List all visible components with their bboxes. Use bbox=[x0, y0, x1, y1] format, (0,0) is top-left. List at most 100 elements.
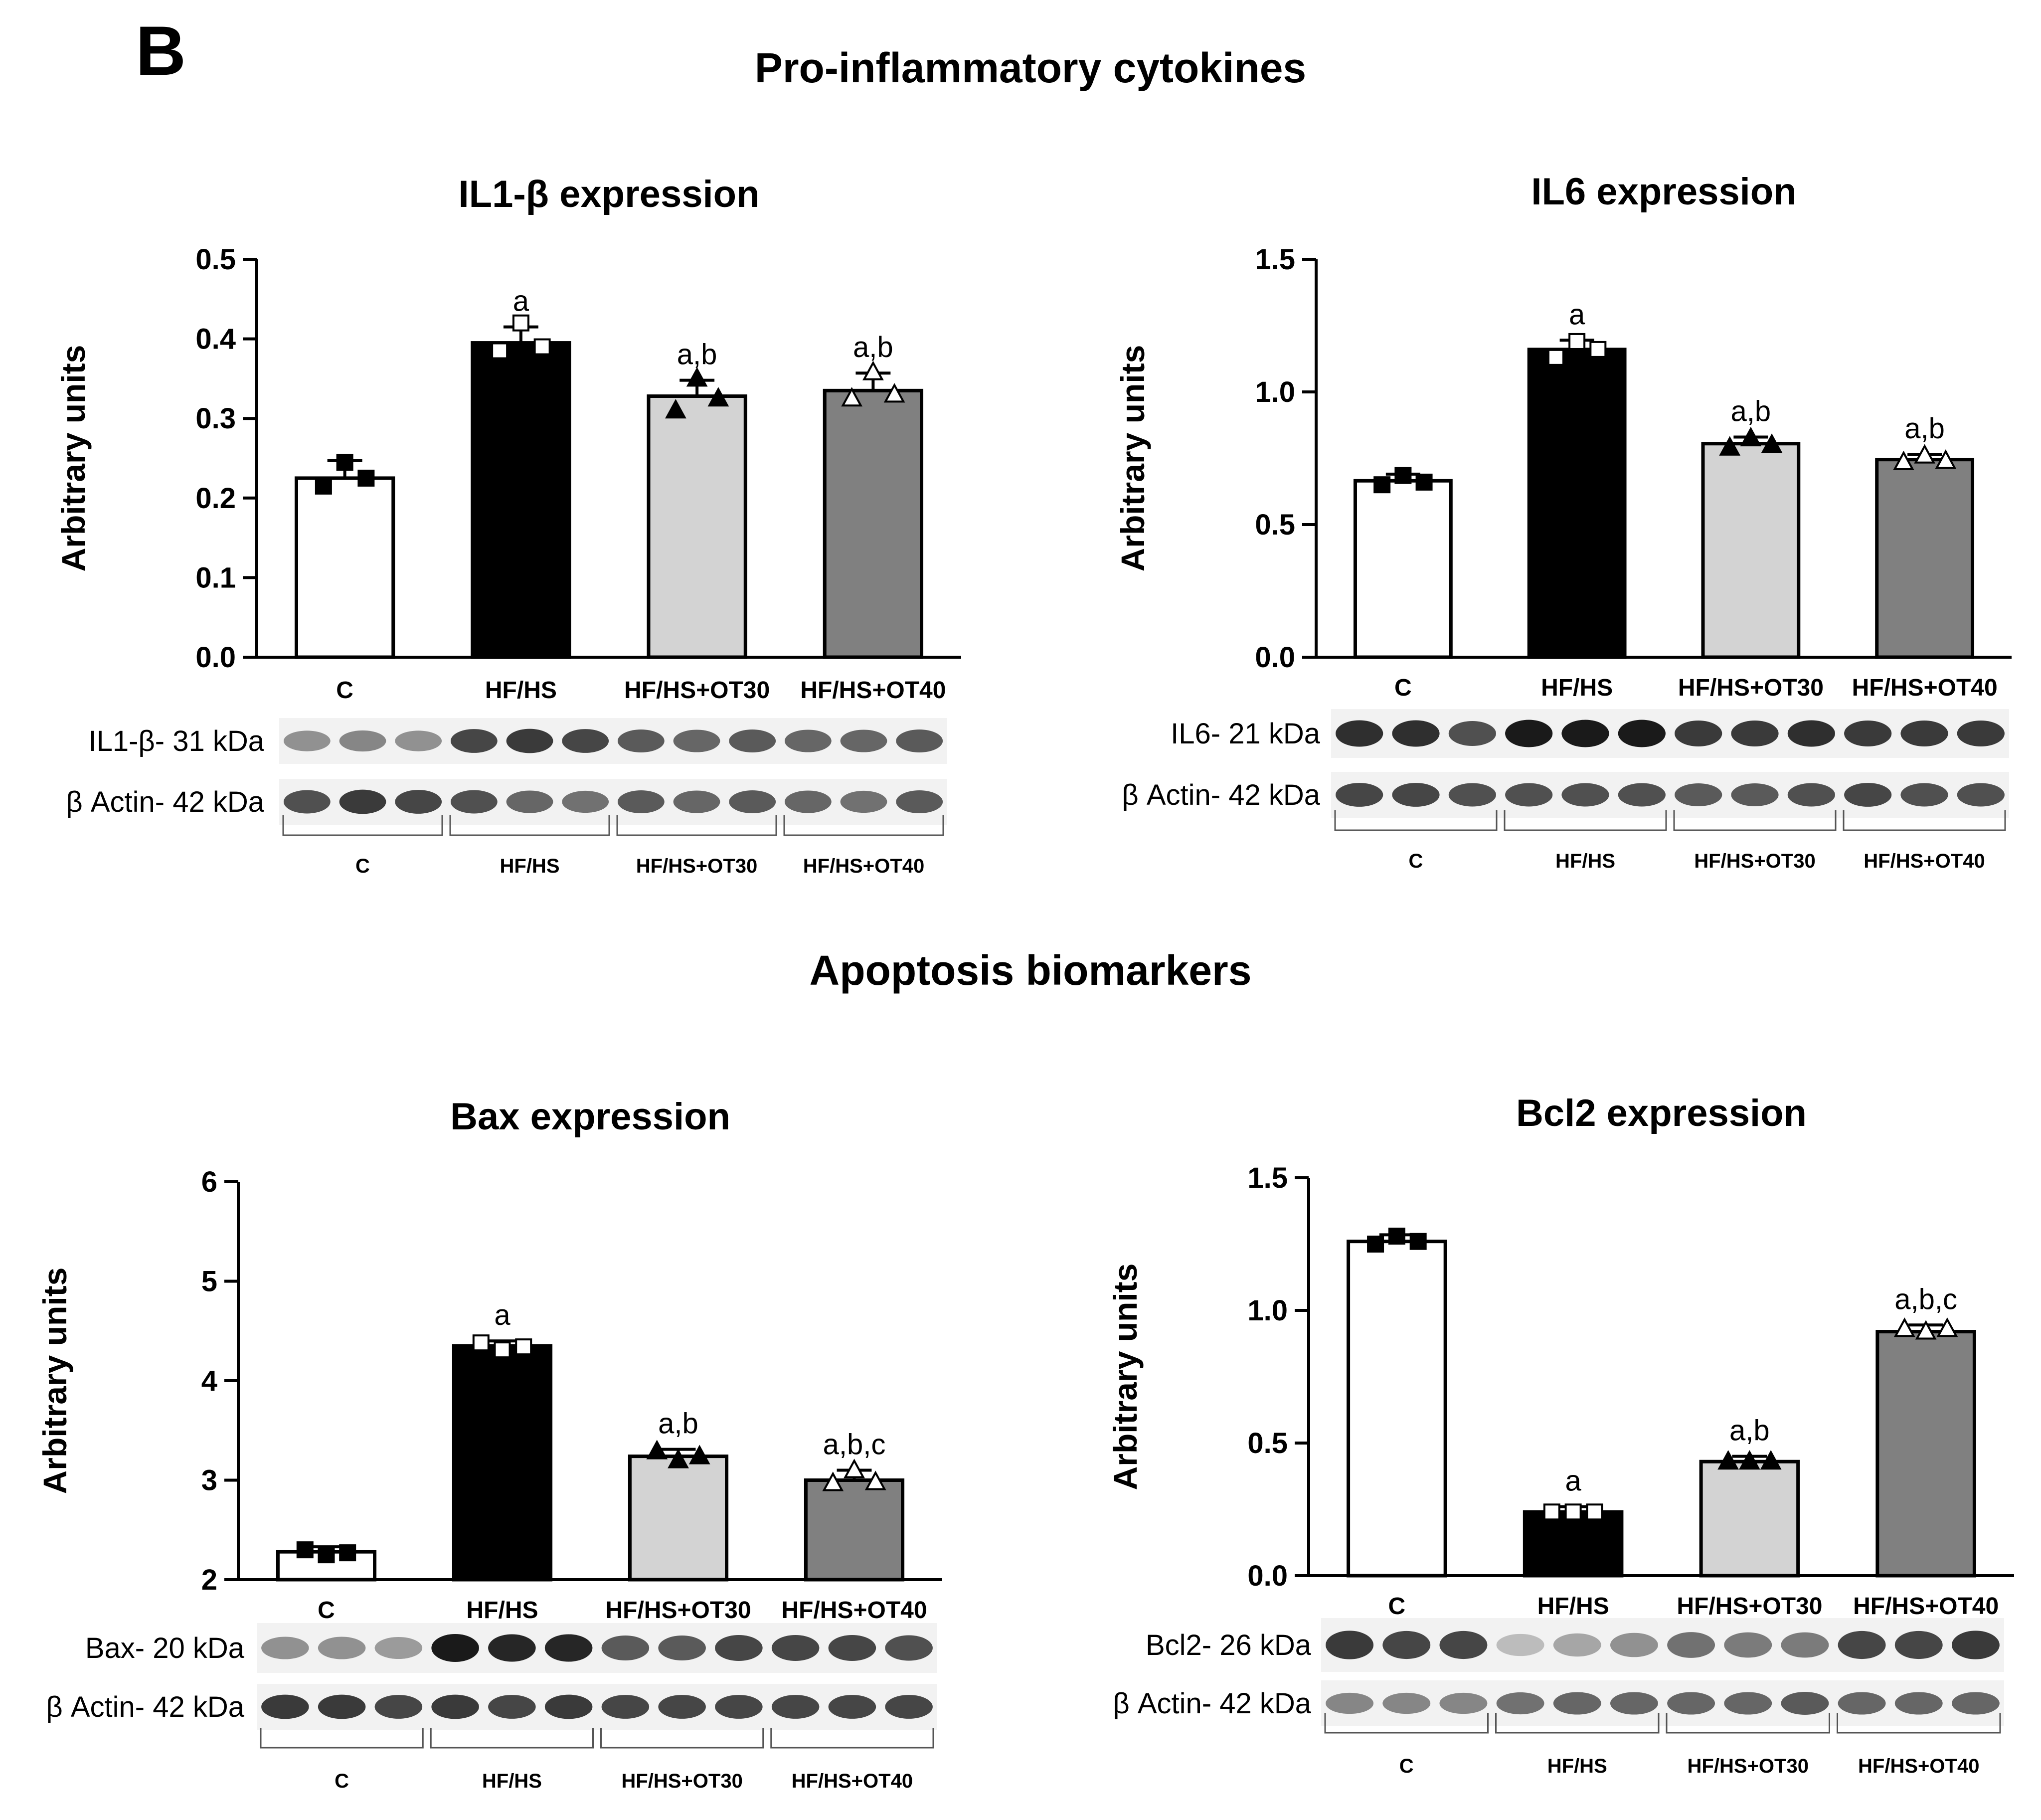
significance-label: a,b,c bbox=[1894, 1283, 1957, 1315]
blot-band bbox=[771, 1635, 820, 1661]
data-point bbox=[491, 342, 509, 360]
blot-band bbox=[1957, 783, 2005, 807]
y-tick-label: 0.0 bbox=[1255, 641, 1295, 674]
x-tick-label: HF/HS+OT30 bbox=[605, 1597, 751, 1624]
lane-bracket bbox=[1504, 810, 1667, 831]
blot-band bbox=[318, 1637, 366, 1659]
blot-band bbox=[339, 789, 386, 814]
blot-band bbox=[771, 1695, 820, 1719]
chart-title: IL1-β expression bbox=[459, 173, 760, 215]
blot-band bbox=[1610, 1692, 1658, 1715]
blot-band bbox=[1561, 783, 1609, 807]
blot-band bbox=[431, 1694, 479, 1719]
blot-band bbox=[1781, 1632, 1829, 1658]
blot-band bbox=[283, 790, 331, 814]
bar bbox=[294, 476, 395, 659]
lane-group-label: HF/HS bbox=[1555, 850, 1615, 872]
blot-band bbox=[1496, 1692, 1544, 1715]
blot-band bbox=[715, 1635, 763, 1661]
blot-band bbox=[1667, 1632, 1715, 1658]
bar bbox=[1527, 348, 1627, 659]
blot-band bbox=[1448, 783, 1496, 807]
data-point bbox=[841, 387, 863, 407]
blot-band bbox=[1618, 783, 1666, 807]
y-tick-label: 0.5 bbox=[1255, 509, 1295, 541]
blot-band bbox=[544, 1694, 593, 1719]
data-point bbox=[1936, 1317, 1958, 1337]
lane-group-label: C bbox=[1409, 850, 1423, 872]
lane-group-label: HF/HS bbox=[482, 1770, 542, 1792]
data-point bbox=[1409, 1233, 1427, 1250]
blot-band bbox=[1731, 783, 1779, 806]
y-tick-label: 1.0 bbox=[1255, 376, 1295, 408]
data-point bbox=[1915, 1320, 1937, 1340]
blot-strip bbox=[1331, 772, 2009, 818]
data-point bbox=[1935, 449, 1957, 469]
lane-group-label: HF/HS bbox=[500, 855, 560, 877]
data-point bbox=[707, 387, 729, 407]
y-axis-label: Arbitrary units bbox=[1114, 345, 1151, 572]
data-point bbox=[494, 1341, 511, 1359]
blot-strip bbox=[257, 1623, 937, 1673]
blot-band bbox=[374, 1637, 423, 1659]
chart-title: IL6 expression bbox=[1531, 171, 1796, 213]
blot-band bbox=[395, 790, 442, 814]
lane-bracket bbox=[260, 1728, 424, 1749]
blot-label: β Actin- 42 kDa bbox=[1113, 1687, 1311, 1720]
data-point bbox=[1719, 436, 1741, 456]
blot-band bbox=[1553, 1692, 1601, 1715]
x-tick-label: HF/HS+OT40 bbox=[1853, 1593, 1999, 1620]
data-point bbox=[646, 1440, 668, 1459]
blot-band bbox=[1900, 721, 1948, 746]
lane-group-label: HF/HS bbox=[1547, 1755, 1607, 1777]
lane-group-label: HF/HS+OT30 bbox=[1694, 850, 1815, 872]
bar bbox=[471, 341, 571, 659]
blot-band bbox=[1787, 720, 1835, 747]
lane-bracket bbox=[282, 815, 443, 836]
blot-band bbox=[261, 1637, 309, 1659]
charts-layer: IL1-β expression Arbitrary units 0.0 0.1 0.2… bbox=[36, 171, 2014, 1792]
blot-band bbox=[658, 1636, 706, 1660]
blot-band bbox=[506, 790, 553, 813]
blot-band bbox=[828, 1695, 876, 1719]
bar bbox=[823, 388, 924, 659]
blot-band bbox=[488, 1634, 536, 1662]
bar bbox=[647, 394, 747, 659]
blot-band bbox=[1731, 721, 1779, 746]
y-tick-label: 0.5 bbox=[1247, 1427, 1288, 1459]
blot-band bbox=[885, 1635, 933, 1661]
blot-band bbox=[673, 790, 720, 813]
data-point bbox=[1367, 1236, 1384, 1253]
blot-band bbox=[1957, 721, 2005, 746]
x-tick-label: HF/HS+OT30 bbox=[624, 677, 770, 704]
bar bbox=[1875, 458, 1975, 659]
y-tick-label: 2 bbox=[201, 1564, 217, 1596]
lane-group-label: C bbox=[1399, 1755, 1414, 1777]
y-tick-label: 1.5 bbox=[1255, 243, 1295, 276]
lane-bracket bbox=[430, 1728, 594, 1749]
bar bbox=[628, 1455, 729, 1582]
data-point bbox=[296, 1541, 314, 1559]
blot-band bbox=[617, 729, 665, 752]
blot-band bbox=[261, 1694, 309, 1719]
blot-band bbox=[1326, 1692, 1374, 1714]
y-tick-label: 4 bbox=[201, 1365, 217, 1397]
blot-band bbox=[1894, 1692, 1943, 1715]
blot-band bbox=[1787, 783, 1835, 807]
data-point bbox=[665, 399, 686, 419]
data-point bbox=[864, 1470, 886, 1490]
blot-label: IL1-β- 31 kDa bbox=[88, 725, 264, 757]
lane-bracket bbox=[1495, 1713, 1660, 1734]
y-tick-label: 0.2 bbox=[195, 482, 236, 515]
lane-group-label: HF/HS+OT40 bbox=[792, 1770, 913, 1792]
section-title-apoptosis: Apoptosis biomarkers bbox=[810, 947, 1252, 994]
lane-bracket bbox=[616, 815, 777, 836]
data-point bbox=[1589, 341, 1607, 358]
y-tick-label: 3 bbox=[201, 1464, 217, 1497]
data-point bbox=[515, 1338, 532, 1356]
blot-strip bbox=[257, 1684, 937, 1730]
blot-band bbox=[1561, 720, 1609, 747]
blot-band bbox=[617, 790, 665, 813]
x-tick-label: HF/HS+OT30 bbox=[1677, 1593, 1822, 1620]
